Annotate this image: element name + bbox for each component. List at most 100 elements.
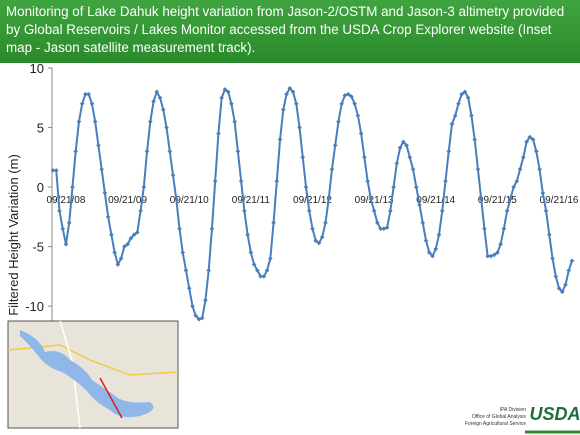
data-point: [417, 202, 422, 208]
data-point: [368, 196, 374, 202]
data-point: [394, 160, 400, 166]
data-point: [508, 196, 513, 202]
data-point: [310, 226, 315, 232]
y-tick-label: 5: [37, 121, 44, 136]
data-point: [511, 184, 516, 190]
data-point: [534, 149, 539, 154]
data-point: [550, 256, 555, 261]
data-point: [319, 234, 325, 240]
y-tick-label: -10: [25, 299, 44, 314]
data-point: [378, 226, 383, 232]
data-point: [375, 220, 380, 226]
data-point: [293, 101, 299, 107]
data-point: [300, 155, 306, 160]
data-point: [219, 95, 224, 101]
data-point: [284, 91, 289, 97]
data-point: [452, 113, 458, 118]
data-point: [303, 184, 309, 190]
header-band: Monitoring of Lake Dahuk height variatio…: [0, 0, 580, 63]
data-point: [264, 268, 270, 273]
data-point: [154, 89, 160, 95]
data-point: [459, 91, 465, 97]
footer-line: IPA Division: [500, 407, 527, 413]
data-point: [232, 119, 237, 124]
data-point: [209, 226, 215, 232]
data-point: [115, 262, 121, 267]
x-tick-label: 09/21/12: [293, 195, 332, 206]
data-point: [242, 208, 247, 214]
data-point: [138, 208, 143, 214]
data-point: [553, 274, 559, 279]
chart-title: Monitoring of Lake Dahuk height variatio…: [6, 4, 565, 55]
x-tick-label: 09/21/16: [540, 195, 579, 206]
data-point: [401, 139, 406, 145]
data-point: [540, 190, 546, 196]
data-point: [414, 184, 419, 190]
data-point: [501, 226, 507, 232]
data-point: [238, 178, 244, 184]
data-point: [76, 119, 82, 124]
logo: USDA: [529, 404, 580, 424]
data-point: [109, 232, 114, 237]
data-point: [423, 238, 429, 243]
data-point: [563, 282, 568, 288]
data-point: [60, 226, 66, 232]
data-point: [491, 252, 497, 258]
data-point: [430, 253, 435, 259]
data-point: [199, 315, 205, 321]
data-point: [514, 178, 520, 184]
y-axis-label: Filtered Height Variation (m): [6, 154, 21, 316]
data-point: [83, 91, 88, 97]
data-point: [517, 166, 523, 172]
data-point: [559, 289, 565, 295]
data-point: [569, 258, 575, 264]
data-point: [151, 99, 156, 104]
data-point: [73, 149, 79, 154]
x-tick-label: 09/21/11: [232, 195, 271, 206]
data-point: [355, 113, 361, 118]
y-tick-label: -5: [32, 240, 44, 255]
data-point: [196, 316, 202, 322]
data-point: [274, 178, 280, 184]
data-point: [397, 145, 403, 151]
x-tick-label: 09/21/08: [47, 195, 86, 206]
data-point: [306, 208, 312, 214]
data-point: [79, 101, 85, 107]
data-point: [212, 178, 218, 184]
data-point: [290, 89, 296, 95]
data-point: [498, 241, 503, 247]
data-point: [362, 155, 367, 160]
y-tick-label: 0: [37, 180, 44, 195]
data-point: [521, 155, 526, 160]
data-point: [566, 268, 572, 273]
data-point: [96, 143, 101, 148]
data-point: [63, 241, 69, 247]
data-point: [141, 184, 147, 190]
plot-area: 10 5 0 -5 -10 09/21/08 09/21/09 09/21/10 09/21/1…: [25, 61, 579, 324]
data-point: [128, 235, 134, 241]
data-point: [177, 226, 182, 232]
data-point: [135, 230, 140, 235]
data-point: [329, 166, 335, 172]
data-point: [345, 91, 351, 97]
x-tick-label: 09/21/10: [170, 195, 209, 206]
data-point: [170, 172, 176, 178]
logo-background: [530, 405, 580, 435]
data-point: [349, 94, 354, 99]
data-point: [465, 95, 471, 101]
data-point: [122, 244, 127, 249]
data-point: [323, 220, 328, 226]
data-point: [407, 155, 413, 160]
data-point: [482, 226, 487, 232]
data-point: [248, 250, 254, 255]
data-point: [537, 166, 542, 172]
data-point: [268, 256, 273, 261]
data-point: [186, 285, 192, 291]
data-point: [206, 268, 211, 273]
data-point: [53, 168, 59, 173]
data-point: [118, 256, 124, 261]
data-point: [543, 208, 549, 214]
data-point: [99, 166, 104, 172]
data-point: [102, 190, 108, 196]
